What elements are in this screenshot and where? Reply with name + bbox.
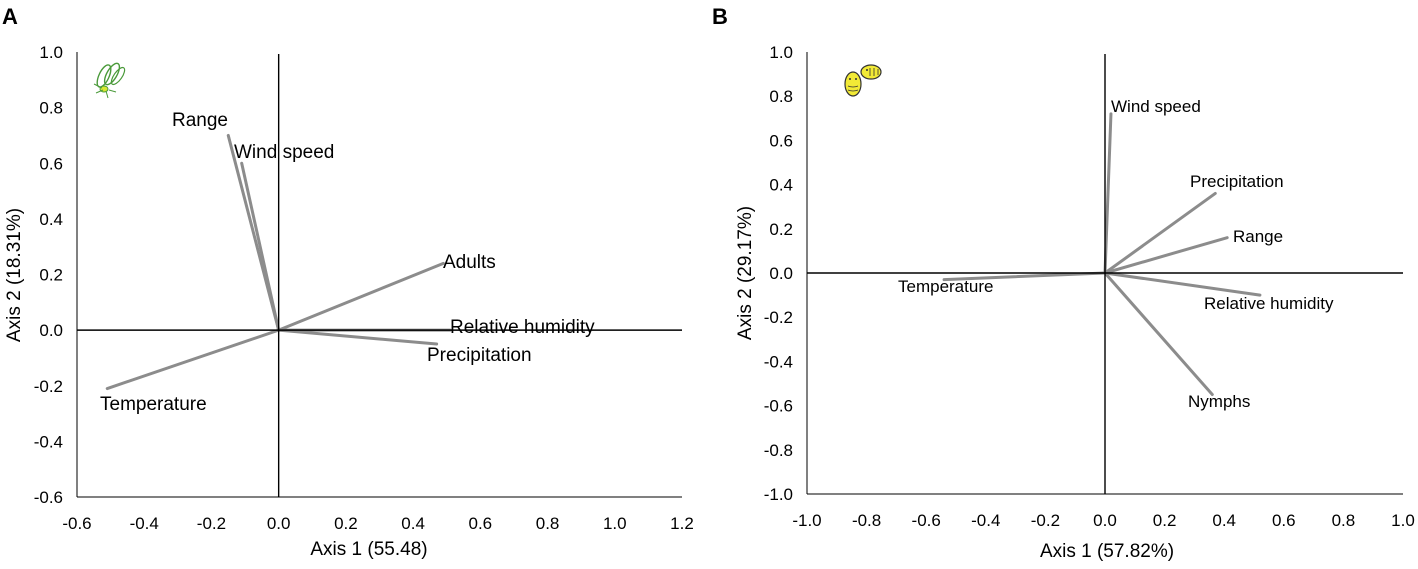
panel-a-x-tick-label: -0.6 xyxy=(62,514,91,533)
panel-a-label-precipitation: Precipitation xyxy=(427,345,532,366)
panel-b-label-relative-humidity: Relative humidity xyxy=(1204,294,1334,313)
panel-b-y-tick-label: -0.4 xyxy=(764,352,793,371)
panel-a-vector-adults xyxy=(277,261,445,332)
panel-b-vector-nymphs xyxy=(1103,271,1214,397)
panel-a-x-tick-label: 1.0 xyxy=(603,514,627,533)
panel-b: B -1.0 -0.8 -0.6 -0.4 -0.2 0.0 0.2 0.4 0.6 0.8 1.0… xyxy=(712,4,1415,562)
panel-b-x-tick-label: 0.6 xyxy=(1272,511,1296,530)
panel-a-label-relative-humidity: Relative humidity xyxy=(450,317,595,338)
panel-a-label-temperature: Temperature xyxy=(100,394,207,415)
panel-a-label-range: Range xyxy=(172,110,228,131)
panel-b-y-tick-label: 0.8 xyxy=(769,87,793,106)
panel-a-vector-wind-speed xyxy=(240,161,281,332)
panel-a-y-tick-label: 1.0 xyxy=(39,43,63,62)
panel-b-y-tick-label: 0.2 xyxy=(769,220,793,239)
panel-a-x-tick-label: 0.6 xyxy=(469,514,493,533)
panel-b-vector-precipitation xyxy=(1103,191,1217,275)
panel-a-x-tick-label: 0.8 xyxy=(536,514,560,533)
whitefly-adult-icon xyxy=(93,62,126,99)
panel-b-label: B xyxy=(712,4,728,29)
panel-b-x-tick-label: -0.6 xyxy=(912,511,941,530)
panel-a-y-axis-title: Axis 2 (18.31%) xyxy=(4,208,25,342)
panel-b-vector-range xyxy=(1103,236,1229,275)
panel-b-x-tick-label: -0.8 xyxy=(852,511,881,530)
panel-b-vector-relative-humidity xyxy=(1103,271,1262,297)
panel-a-label-adults: Adults xyxy=(443,252,496,273)
panel-b-y-tick-label: -0.8 xyxy=(764,441,793,460)
panel-b-label-range: Range xyxy=(1233,227,1283,246)
panel-b-label-nymphs: Nymphs xyxy=(1188,392,1250,411)
panel-b-x-tick-label: -0.4 xyxy=(971,511,1000,530)
panel-b-x-tick-label: 0.2 xyxy=(1153,511,1177,530)
panel-a-y-tick-label: -0.2 xyxy=(34,377,63,396)
panel-b-y-tick-label: 0.4 xyxy=(769,176,793,195)
panel-a-y-tick-label: 0.0 xyxy=(39,321,63,340)
panel-a-x-tick-label: -0.4 xyxy=(130,514,159,533)
panel-b-x-tick-label: -0.2 xyxy=(1031,511,1060,530)
panel-a: A -0.6 -0.4 -0.2 0.0 0.2 0.4 0.6 0.8 1.0 1.2 1.0 0… xyxy=(2,4,694,560)
panel-a-vector-precipitation xyxy=(277,328,439,346)
panel-a-y-tick-label: -0.4 xyxy=(34,432,63,451)
panel-b-label-temperature: Temperature xyxy=(898,277,993,296)
panel-b-y-axis-title: Axis 2 (29.17%) xyxy=(735,206,756,340)
panel-b-label-precipitation: Precipitation xyxy=(1190,172,1284,191)
panel-b-y-tick-label: 1.0 xyxy=(769,43,793,62)
panel-a-y-tick-label: -0.6 xyxy=(34,488,63,507)
panel-b-y-tick-label: -1.0 xyxy=(764,485,793,504)
panel-b-label-wind-speed: Wind speed xyxy=(1111,97,1201,116)
panel-b-x-tick-label: 0.0 xyxy=(1093,511,1117,530)
panel-a-x-tick-label: -0.2 xyxy=(197,514,226,533)
panel-a-x-tick-label: 0.2 xyxy=(334,514,358,533)
panel-b-vector-temperature xyxy=(942,271,1107,282)
panel-a-y-tick-label: 0.2 xyxy=(39,266,63,285)
panel-a-x-tick-label: 1.2 xyxy=(670,514,694,533)
panel-b-y-tick-label: 0.6 xyxy=(769,131,793,150)
panel-a-y-tick-label: 0.4 xyxy=(39,210,63,229)
panel-b-x-axis-title: Axis 1 (57.82%) xyxy=(1040,541,1174,562)
panel-a-x-axis-title: Axis 1 (55.48) xyxy=(310,539,427,560)
panel-a-label-wind-speed: Wind speed xyxy=(234,142,334,163)
panel-a-label: A xyxy=(2,4,18,29)
panel-a-x-tick-label: 0.0 xyxy=(267,514,291,533)
panel-b-x-tick-label: 0.8 xyxy=(1332,511,1356,530)
panel-a-y-tick-label: 0.8 xyxy=(39,99,63,118)
whitefly-nymph-icon xyxy=(844,64,882,97)
panel-a-y-tick-label: 0.6 xyxy=(39,154,63,173)
panel-b-y-tick-label: 0.0 xyxy=(769,264,793,283)
panel-b-vector-wind-speed xyxy=(1103,112,1113,275)
panel-b-x-tick-label: 1.0 xyxy=(1391,511,1415,530)
panel-b-y-tick-label: -0.6 xyxy=(764,397,793,416)
panel-a-vector-temperature xyxy=(105,328,281,391)
panel-b-y-tick-label: -0.2 xyxy=(764,308,793,327)
panel-a-x-tick-label: 0.4 xyxy=(401,514,425,533)
panel-b-x-tick-label: -1.0 xyxy=(792,511,821,530)
panel-b-x-tick-label: 0.4 xyxy=(1212,511,1236,530)
